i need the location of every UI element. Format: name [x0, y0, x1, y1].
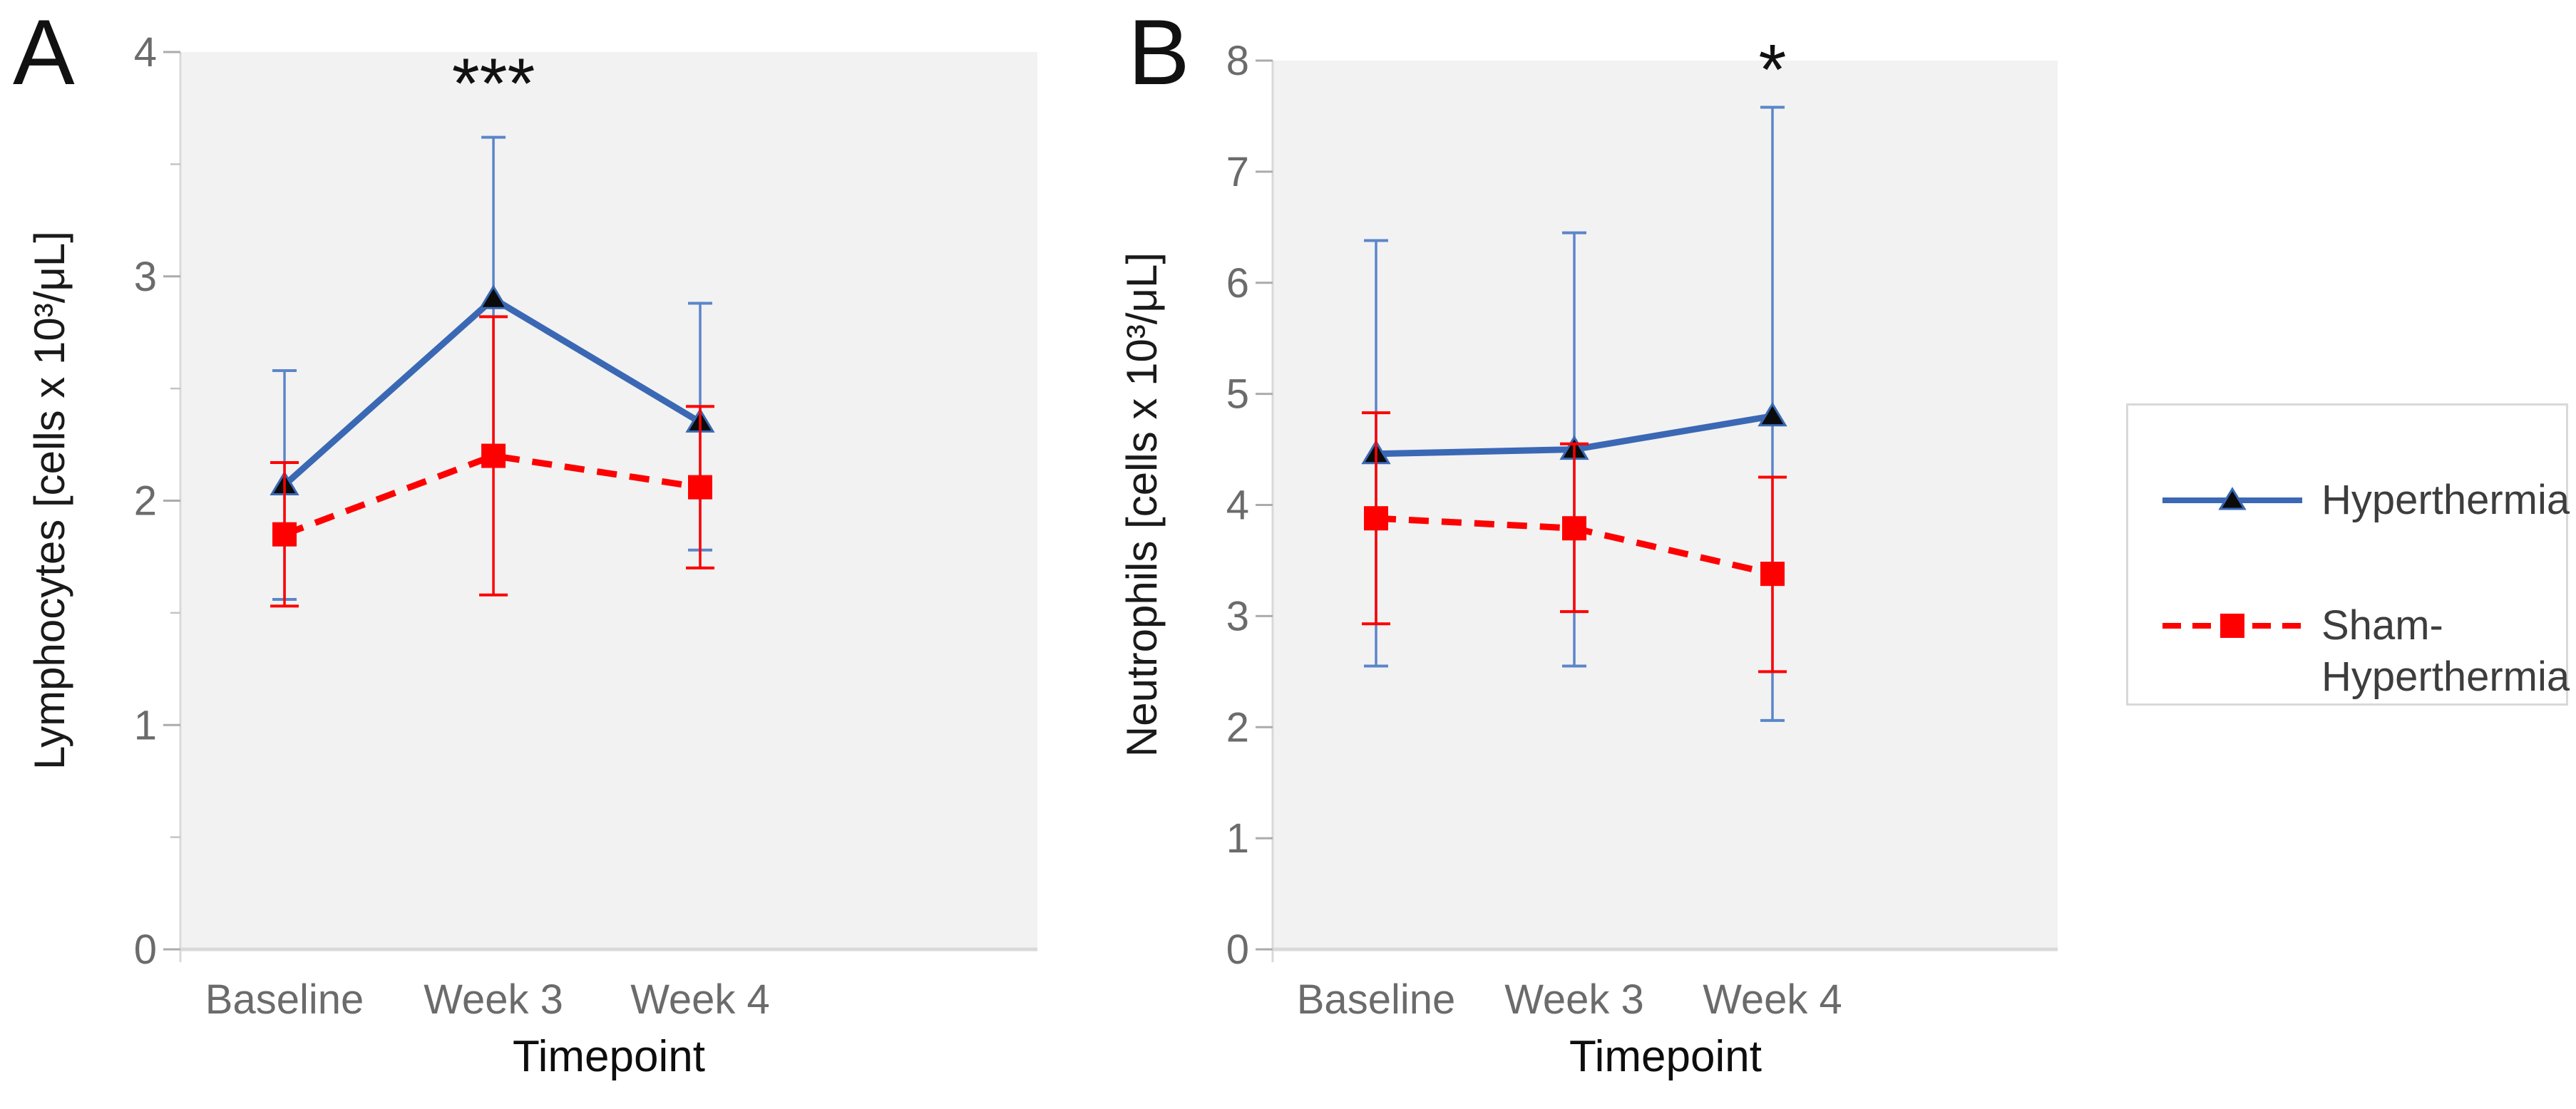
sham-hyperthermia-dashed-square-icon — [2162, 614, 2302, 638]
panel-a-x-axis-title: Timepoint — [513, 1032, 705, 1081]
x-category-label: Baseline — [205, 976, 364, 1023]
y-tick-label: 3 — [134, 254, 157, 300]
y-tick-label: 1 — [134, 702, 157, 748]
x-category-label: Baseline — [1297, 976, 1455, 1023]
legend: Hyperthermia Sham- Hyperthermia — [2126, 403, 2570, 706]
panel-a-y-axis-title: Lymphocytes [cells x 10³/μL] — [26, 231, 73, 770]
series-sham-hyperthermia — [270, 315, 715, 608]
panel-b-letter: B — [1128, 0, 1190, 104]
y-tick-label: 6 — [1226, 260, 1249, 306]
y-tick-label: 1 — [1226, 815, 1249, 862]
triangle-marker-icon — [478, 284, 508, 309]
y-tick-label: 2 — [134, 478, 157, 525]
square-marker-icon — [1760, 562, 1785, 587]
panel-b-x-axis-title: Timepoint — [1569, 1032, 1762, 1081]
y-tick-label: 5 — [1226, 371, 1249, 418]
square-marker-icon — [1364, 506, 1389, 531]
hyperthermia-line-triangle-icon — [2162, 487, 2302, 510]
square-marker-icon — [688, 475, 713, 500]
series-line — [283, 452, 701, 537]
x-category-label: Week 3 — [424, 976, 563, 1023]
y-tick-label: 3 — [1226, 593, 1249, 639]
panel-a-plot: 0 1 2 3 4 Baseline Week 3 Week 4 *** — [134, 29, 1037, 1023]
x-category-label: Week 4 — [630, 976, 770, 1023]
x-category-label: Week 4 — [1703, 976, 1842, 1023]
y-tick-label: 0 — [1226, 927, 1249, 973]
series-sham-hyperthermia — [1362, 411, 1787, 674]
y-tick-label: 8 — [1226, 38, 1249, 84]
square-marker-icon — [2220, 614, 2244, 638]
panel-b-y-axis-title: Neutrophils [cells x 10³/μL] — [1118, 252, 1166, 758]
legend-entry-hyperthermia: Hyperthermia — [2160, 475, 2570, 526]
square-marker-icon — [272, 522, 297, 547]
legend-entry-sham-hyperthermia: Sham- Hyperthermia — [2160, 600, 2570, 703]
plot-area — [180, 52, 1037, 949]
square-marker-icon — [481, 443, 506, 468]
legend-label-hyperthermia: Hyperthermia — [2321, 477, 2570, 523]
triangle-marker-icon — [2218, 487, 2247, 510]
plot-area — [1273, 61, 2058, 949]
triangle-marker-icon — [1757, 401, 1787, 427]
y-tick-label: 2 — [1226, 704, 1249, 750]
y-tick-label: 4 — [1226, 483, 1249, 529]
legend-label-sham-hyperthermia: Sham- Hyperthermia — [2321, 602, 2570, 700]
x-category-label: Week 3 — [1504, 976, 1644, 1023]
y-tick-label: 4 — [134, 29, 157, 76]
panel-b-plot: 0 1 2 3 4 5 6 7 8 Baseline Week 3 Week 4 * — [1226, 30, 2058, 1023]
square-marker-icon — [1562, 516, 1587, 541]
significance-marker: * — [1759, 30, 1787, 110]
significance-marker: *** — [452, 44, 535, 124]
panel-a-letter: A — [13, 0, 75, 104]
y-tick-label: 0 — [134, 927, 157, 973]
y-tick-label: 7 — [1226, 149, 1249, 195]
